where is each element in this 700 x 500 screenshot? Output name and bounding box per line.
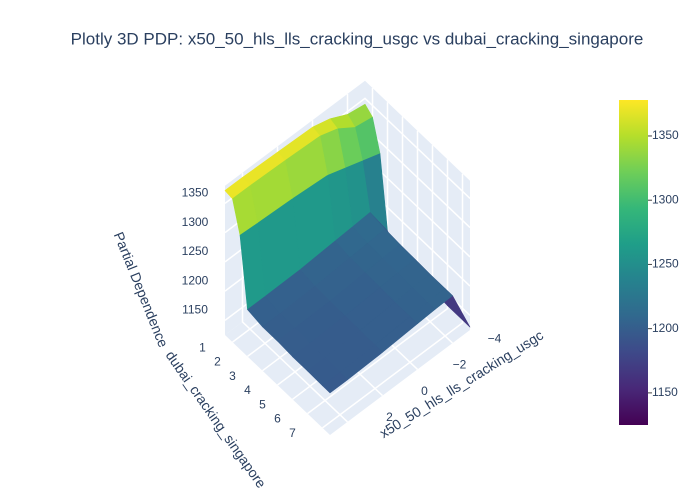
surface-cell	[322, 372, 348, 394]
surface	[224, 103, 471, 394]
z-tick-label: 1350	[182, 186, 209, 200]
z-tick-label: 1300	[182, 215, 209, 229]
colorbar-tick-label: 1200	[652, 321, 679, 335]
z-tick-label: 1250	[182, 244, 209, 258]
grid-line	[322, 173, 464, 429]
x-tick-label: 3	[229, 369, 236, 383]
x-tick-label: 7	[289, 426, 296, 440]
y-tick-label: −4	[488, 331, 502, 345]
colorbar-tick-label: 1350	[652, 128, 679, 142]
y-tick-label: −2	[453, 358, 467, 372]
x-tick-label: 5	[259, 397, 266, 411]
y-tick-label: 0	[421, 384, 428, 398]
x-tick-label: 4	[244, 383, 251, 397]
z-axis-title: Partial Dependence	[111, 230, 172, 350]
colorbar-tick-label: 1250	[652, 257, 679, 271]
grid-line	[307, 159, 449, 415]
colorbar-tick-label: 1150	[652, 385, 678, 399]
x-tick-label: 2	[214, 355, 221, 369]
z-tick-label: 1200	[182, 273, 209, 287]
z-tick-label: 1150	[182, 303, 208, 317]
x-tick-label: 6	[274, 412, 281, 426]
colorbar-tick-label: 1300	[652, 192, 679, 206]
x-axis-title: dubai_cracking_singapore	[163, 348, 270, 491]
x-tick-label: 1	[199, 340, 206, 354]
y-tick-label: 2	[386, 410, 393, 424]
chart-title: Plotly 3D PDP: x50_50_hls_lls_cracking_u…	[71, 29, 644, 48]
colorbar	[619, 100, 648, 425]
